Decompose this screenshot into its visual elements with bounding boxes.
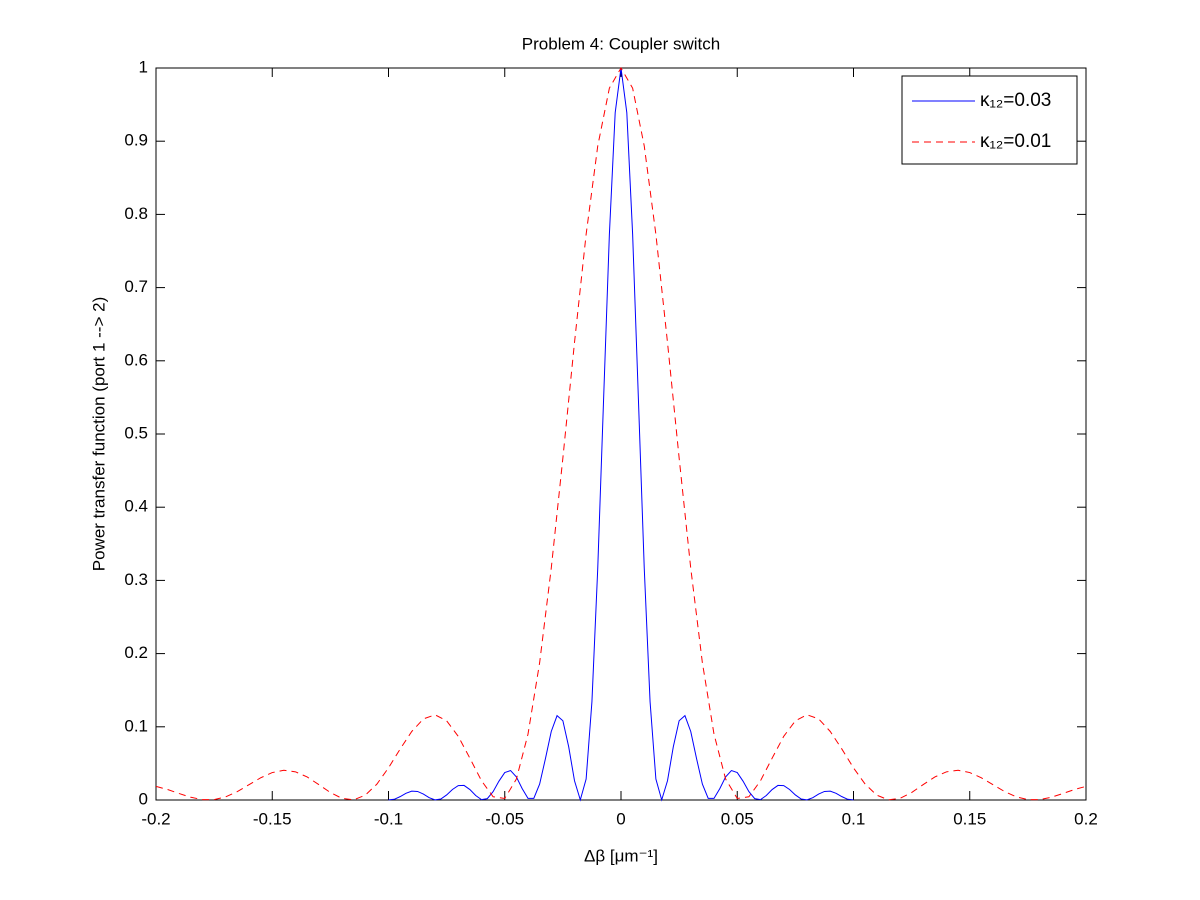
y-tick-label: 0.4: [124, 497, 148, 516]
y-tick-label: 0: [139, 789, 148, 808]
x-tick-label: 0.2: [1074, 809, 1098, 828]
legend-box: [901, 75, 1078, 165]
legend-label: κ₁₂=0.03: [980, 90, 1051, 111]
x-tick-label: -0.15: [253, 809, 292, 828]
y-tick-label: 0.6: [124, 350, 148, 369]
plot-area: [155, 67, 1087, 801]
x-axis-label: Δβ [μm⁻¹]: [584, 846, 658, 865]
x-tick-label: -0.1: [374, 809, 403, 828]
y-tick-label: 0.9: [124, 131, 148, 150]
y-tick-label: 0.1: [124, 716, 148, 735]
y-tick-label: 0.5: [124, 423, 148, 442]
y-tick-label: 0.7: [124, 277, 148, 296]
x-tick-label: -0.05: [485, 809, 524, 828]
x-tick-label: 0: [616, 809, 625, 828]
legend-label: κ₁₂=0.01: [980, 131, 1051, 152]
x-tick-label: 0.15: [953, 809, 986, 828]
y-tick-label: 0.2: [124, 643, 148, 662]
data-line: [155, 67, 1087, 801]
y-tick-label: 1: [139, 57, 148, 76]
y-axis-label: Power transfer function (port 1 --> 2): [89, 297, 108, 571]
chart-title: Problem 4: Coupler switch: [522, 34, 720, 53]
x-tick-label: 0.1: [842, 809, 866, 828]
y-tick-label: 0.8: [124, 204, 148, 223]
x-tick-label: -0.2: [141, 809, 170, 828]
x-tick-label: 0.05: [721, 809, 754, 828]
y-tick-label: 0.3: [124, 570, 148, 589]
